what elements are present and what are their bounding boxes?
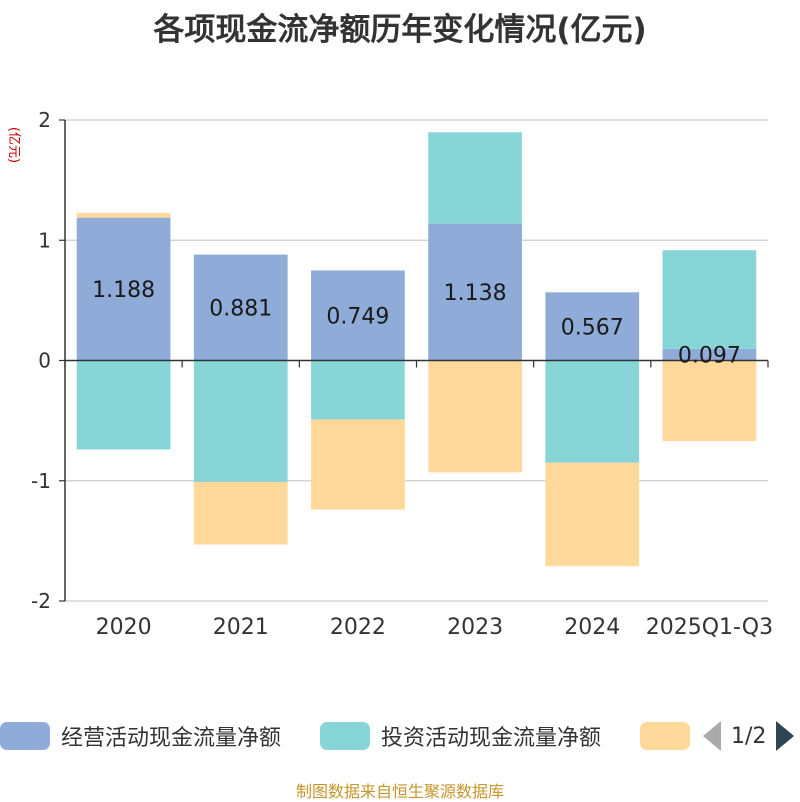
- axes: 2 1 0 -1 -2 2020 2021 2022 2023 2024 2025Q1-Q3: [31, 108, 773, 640]
- legend-pager: 1/2: [703, 716, 795, 756]
- data-label: 0.881: [209, 297, 272, 322]
- grid-lines: [65, 119, 768, 602]
- bar-operating: [545, 292, 640, 361]
- bar-financing: [193, 481, 288, 545]
- bar-operating: [193, 254, 288, 361]
- bar-investing: [545, 360, 640, 463]
- y-tick-label: 1: [38, 228, 51, 252]
- prev-page-icon[interactable]: [703, 721, 721, 751]
- x-tick-label: 2020: [96, 615, 152, 640]
- data-label: 0.097: [678, 344, 741, 369]
- bar-financing: [311, 419, 405, 510]
- bar-investing: [76, 360, 171, 450]
- bar-investing: [428, 132, 522, 224]
- legend-swatch-operating: [0, 722, 50, 750]
- bar-operating: [428, 223, 522, 361]
- y-tick-label: 2: [38, 108, 51, 132]
- legend-item-financing[interactable]: [640, 716, 690, 756]
- bar-investing: [193, 360, 288, 482]
- y-tick-label: 0: [38, 349, 51, 373]
- bars: [76, 132, 757, 567]
- bar-operating: [662, 348, 757, 361]
- data-label: 1.138: [444, 281, 507, 306]
- bar-investing: [311, 360, 405, 420]
- x-tick-label: 2024: [564, 615, 620, 640]
- legend-label-investing: 投资活动现金流量净额: [381, 726, 602, 751]
- bar-operating: [76, 217, 171, 361]
- data-label: 1.188: [92, 278, 155, 303]
- data-label: 0.567: [561, 315, 624, 340]
- y-tick-label: -2: [31, 589, 51, 613]
- legend: 经营活动现金流量净额 投资活动现金流量净额 1/2: [0, 716, 800, 756]
- chart-title: 各项现金流净额历年变化情况(亿元): [153, 12, 647, 48]
- bar-investing: [662, 250, 757, 349]
- chart-area: 2 1 0 -1 -2 2020 2021 2022 2023 2024 2025Q1-Q3 1.1…: [6, 108, 773, 640]
- bar-financing: [76, 212, 171, 218]
- bar-financing: [662, 360, 757, 442]
- legend-item-investing[interactable]: 投资活动现金流量净额: [320, 716, 601, 756]
- y-axis-label: (亿元): [6, 127, 21, 163]
- legend-item-operating[interactable]: 经营活动现金流量净额: [0, 716, 281, 756]
- data-labels: 1.188 0.881 0.749 1.138 0.567 0.097: [92, 278, 741, 369]
- legend-swatch-financing: [640, 722, 690, 750]
- y-tick-label: -1: [31, 469, 51, 493]
- legend-swatch-investing: [320, 722, 370, 750]
- legend-label-operating: 经营活动现金流量净额: [61, 726, 282, 751]
- x-tick-label: 2023: [447, 615, 503, 640]
- next-page-icon[interactable]: [776, 721, 795, 751]
- source-note: 制图数据来自恒生聚源数据库: [295, 782, 504, 801]
- legend-page-indicator: 1/2: [731, 723, 767, 749]
- bar-financing: [545, 462, 640, 567]
- data-label: 0.749: [326, 304, 389, 329]
- bar-financing: [428, 360, 522, 473]
- bar-operating: [311, 270, 405, 361]
- x-tick-label: 2025Q1-Q3: [646, 615, 773, 640]
- x-tick-label: 2022: [330, 615, 386, 640]
- x-tick-label: 2021: [213, 615, 269, 640]
